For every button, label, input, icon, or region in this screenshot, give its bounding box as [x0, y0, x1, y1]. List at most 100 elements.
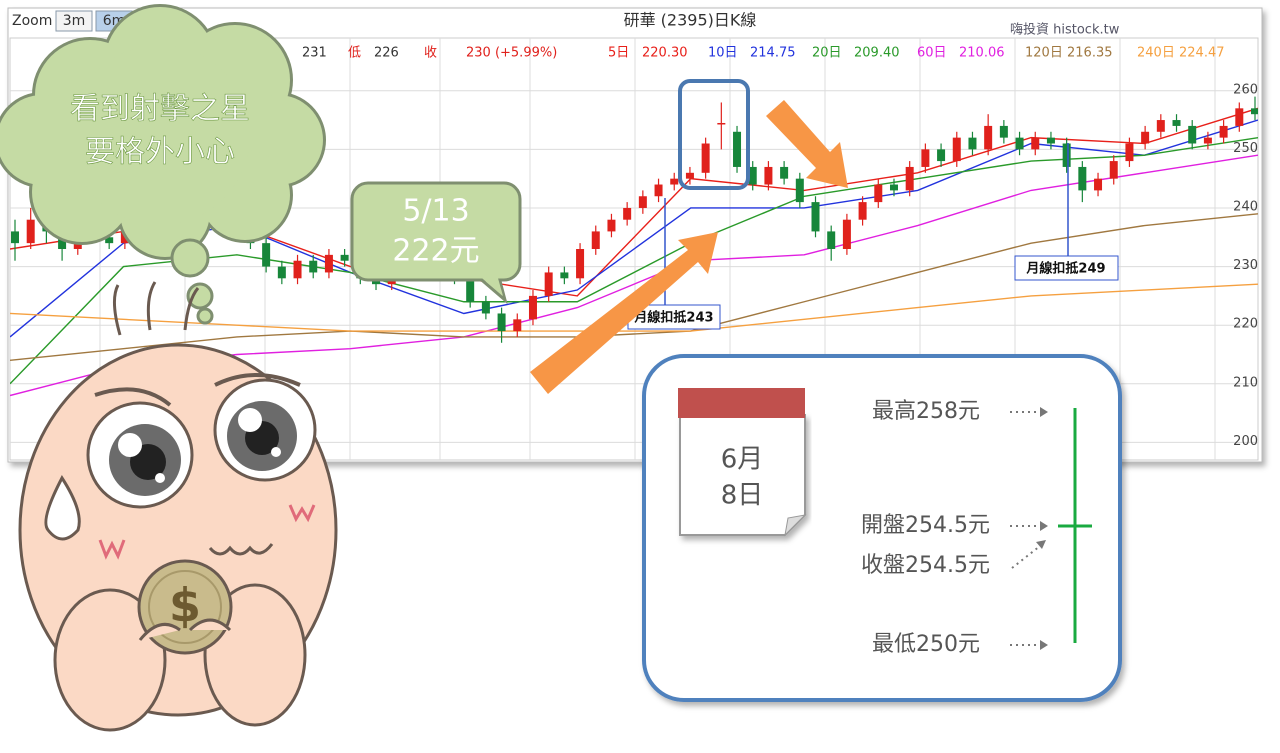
candle-body	[842, 219, 851, 249]
y-tick-label: 240	[1233, 199, 1258, 214]
candle-body	[795, 178, 804, 203]
candle-body	[1251, 108, 1258, 115]
source: 嗨投資 histock.tw	[1010, 22, 1120, 38]
y-tick-label: 200	[1233, 434, 1258, 449]
candle-body	[1015, 137, 1024, 150]
y-tick-label: 230	[1233, 258, 1258, 273]
candle-body	[733, 131, 742, 167]
candle-body	[921, 149, 930, 167]
speech-bubble: 5/13 222元	[350, 181, 522, 305]
candle-body	[984, 125, 993, 150]
legend-value: 214.75	[750, 46, 796, 61]
legend-value: 209.40	[854, 46, 900, 61]
candle-body	[1109, 161, 1118, 179]
candle-body	[717, 122, 726, 125]
candle-body	[968, 137, 977, 150]
candle-body	[623, 207, 632, 220]
highlight-box	[678, 79, 750, 190]
cloud-dot	[170, 238, 210, 278]
candle-body	[811, 202, 820, 232]
candle-body	[1125, 143, 1134, 162]
candle-body	[1062, 143, 1071, 167]
candle-body	[1094, 178, 1103, 191]
candle-body	[607, 219, 616, 232]
cloud-fill	[70, 45, 250, 225]
arrow	[766, 100, 848, 188]
cartoon: $	[18, 281, 338, 732]
candle-body	[685, 172, 694, 179]
candle-body	[858, 202, 867, 220]
candle-body	[544, 272, 553, 296]
chart-title: 研華 (2395)日K線	[624, 11, 757, 30]
candle-body	[481, 301, 490, 314]
cloud-dot	[186, 282, 214, 310]
ma-line	[10, 213, 1258, 362]
legend-name: 10日	[708, 46, 738, 61]
stat: 低	[348, 46, 361, 61]
legend-value: 210.06	[959, 46, 1005, 61]
stat: 230 (+5.99%)	[466, 46, 557, 61]
candle-body	[999, 125, 1008, 138]
candle-body	[11, 231, 19, 244]
candle-body	[466, 278, 475, 302]
candle-body	[827, 231, 836, 249]
candle-body	[764, 166, 773, 185]
stat: 226	[374, 46, 399, 61]
candle-body	[670, 178, 679, 185]
candle-body	[780, 166, 789, 179]
stat: 收	[424, 46, 437, 61]
calendar-month: 6月	[721, 445, 764, 475]
candle-body	[277, 266, 286, 279]
candle-body	[309, 260, 318, 273]
legend-name: 120日	[1025, 46, 1063, 61]
candle-body	[1235, 108, 1244, 126]
candle-body	[293, 260, 302, 279]
ma-line	[10, 136, 1258, 385]
annotation: 月線扣抵249	[1025, 261, 1105, 277]
candle-body	[654, 184, 663, 197]
candle-body	[1203, 137, 1212, 144]
candle-body	[591, 231, 600, 249]
thought-text: 看到射擊之星	[70, 92, 250, 127]
bubble-text: 222元	[392, 234, 479, 269]
candle-body	[26, 219, 35, 244]
candle-body	[340, 254, 349, 261]
zoom-button[interactable]	[55, 10, 93, 32]
candle-body	[262, 243, 271, 267]
legend-name: 240日	[1137, 46, 1175, 61]
candle-body	[528, 295, 537, 320]
arrow	[530, 232, 718, 394]
cloud-fill	[0, 95, 87, 185]
info-box: 6月 8日 最高258元 開盤254.5元 收盤254.5元 最低250元	[642, 354, 1122, 702]
legend-name: 60日	[917, 46, 947, 61]
y-tick-label: 260	[1233, 82, 1258, 97]
legend-name: 20日	[812, 46, 842, 61]
info-low: 最低250元	[872, 632, 980, 657]
candle-body	[1172, 120, 1181, 126]
header: Zoom 3m6mAll231低226收230 (+5.99%)5日220.30…	[12, 10, 1225, 61]
info-close: 收盤254.5元	[861, 553, 990, 578]
candle-body	[905, 166, 914, 191]
annotation-box	[1014, 255, 1119, 281]
candle-body	[1078, 166, 1087, 191]
candle-body	[324, 254, 333, 273]
zoom-button-label[interactable]: 3m	[63, 13, 86, 29]
candle-body	[889, 184, 898, 191]
y-tick-label: 210	[1233, 375, 1258, 390]
candle-body	[748, 166, 757, 185]
stat: 231	[302, 46, 327, 61]
cloud-dot	[196, 307, 214, 325]
annotation: 月線扣抵243	[633, 310, 713, 326]
candle-body	[1046, 137, 1055, 144]
legend-value: 220.30	[642, 46, 688, 61]
candle-body	[1219, 125, 1228, 138]
legend-name: 5日	[608, 46, 629, 61]
candle-body	[1141, 131, 1150, 144]
zoom-label: Zoom	[12, 13, 52, 29]
candle-body	[1031, 137, 1040, 150]
candle-body	[1188, 125, 1197, 144]
calendar-day: 8日	[721, 481, 764, 511]
bubble-text: 5/13	[402, 194, 469, 229]
candle-body	[497, 313, 506, 332]
